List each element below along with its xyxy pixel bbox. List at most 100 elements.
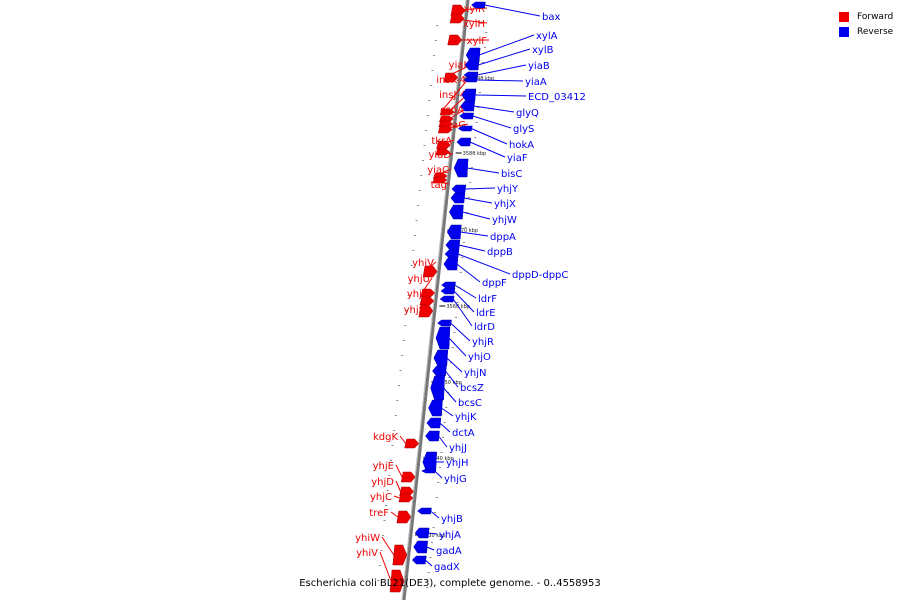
reverse-gene-block — [453, 158, 469, 178]
reverse-gene-block — [428, 399, 443, 417]
reverse-gene-label: ldrF — [478, 294, 497, 305]
reverse-gene-leader — [472, 115, 512, 129]
reverse-gene-label: bcsC — [458, 398, 482, 409]
forward-gene-label: kdgK — [373, 432, 398, 443]
reverse-gene-leader — [434, 470, 443, 479]
axis-dot — [425, 130, 428, 131]
axis-dot — [388, 475, 391, 476]
forward-gene-label: yhjS — [404, 305, 425, 316]
reverse-gene-label: bcsZ — [460, 383, 484, 394]
axis-dot — [393, 430, 396, 431]
reverse-gene-label: glyS — [513, 124, 534, 135]
axis-dot — [386, 490, 389, 491]
forward-gene-block — [432, 176, 448, 184]
reverse-gene-label: yiaF — [507, 153, 528, 164]
reverse-gene-block — [437, 319, 452, 327]
tick-label: 3540 kbp — [430, 456, 454, 462]
reverse-gene-leader — [467, 167, 500, 174]
forward-gene-leader — [381, 536, 395, 556]
reverse-gene-block — [439, 295, 455, 303]
axis-dot — [404, 325, 407, 326]
forward-gene-label: insJ-4 — [439, 90, 466, 101]
axis-dot — [417, 205, 420, 206]
axis-dot — [431, 70, 434, 71]
reverse-gene-leader — [450, 322, 471, 342]
axis-dot — [381, 535, 384, 536]
reverse-gene-label: hokA — [509, 140, 534, 151]
reverse-gene-block — [451, 184, 467, 194]
reverse-gene-block — [421, 468, 437, 474]
axis-dot — [420, 175, 423, 176]
forward-gene-label: yhjE — [373, 461, 394, 472]
forward-gene-block — [396, 510, 412, 524]
axis-dot — [480, 77, 483, 78]
axis-dot — [428, 100, 431, 101]
reverse-gene-leader — [454, 284, 477, 299]
reverse-gene-block — [432, 365, 447, 377]
reverse-gene-leader — [462, 211, 491, 220]
forward-gene-leader — [395, 480, 402, 492]
axis-dot — [426, 115, 429, 116]
axis-dot — [380, 550, 383, 551]
reverse-gene-label: yhjX — [494, 199, 516, 210]
axis-dot — [456, 302, 459, 303]
genome-caption: Escherichia coli BL21(DE3), complete gen… — [299, 578, 601, 589]
reverse-gene-block — [440, 287, 456, 295]
axis-dot — [485, 32, 488, 33]
axis-dot — [385, 505, 388, 506]
axis-dot — [415, 220, 418, 221]
reverse-gene-block — [441, 281, 456, 289]
reverse-gene-leader — [430, 510, 440, 519]
reverse-gene-label: yhjA — [439, 530, 461, 541]
forward-gene-block — [418, 304, 434, 318]
axis-dot — [405, 310, 408, 311]
reverse-gene-leader — [463, 197, 493, 204]
reverse-gene-label: yhjK — [455, 412, 477, 423]
tick-label: 3530 kbp — [422, 533, 446, 539]
axis-dot — [454, 317, 457, 318]
reverse-gene-leader — [443, 387, 457, 403]
reverse-gene-block — [433, 349, 449, 367]
axis-dot — [396, 400, 399, 401]
forward-gene-label: yhjU — [408, 274, 430, 285]
axis-dot — [482, 62, 485, 63]
forward-gene-label: cspA — [440, 105, 464, 116]
genome-axis-shade — [401, 0, 467, 600]
forward-gene-block — [398, 493, 414, 503]
forward-gene-label: yhjC — [370, 492, 392, 503]
forward-gene-leader — [450, 18, 488, 24]
reverse-gene-leader — [426, 546, 435, 551]
forward-gene-label: insK-4 — [436, 75, 466, 86]
reverse-gene-label: yhjW — [492, 215, 517, 226]
reverse-gene-leader — [464, 187, 496, 190]
axis-dot — [383, 520, 386, 521]
reverse-gene-leader — [477, 48, 531, 66]
axis-dot — [462, 242, 465, 243]
axis-dot — [409, 280, 412, 281]
forward-gene-label: yhiW — [355, 533, 380, 544]
axis-dot — [445, 407, 448, 408]
axis-dot — [429, 85, 432, 86]
forward-gene-leader — [390, 511, 399, 518]
forward-gene-leader — [420, 292, 431, 302]
reverse-gene-label: ECD_03412 — [528, 92, 586, 103]
forward-gene-label: xylR — [463, 4, 485, 15]
axis-dot — [432, 527, 435, 528]
reverse-gene-leader — [476, 64, 527, 76]
axis-dot — [478, 92, 481, 93]
forward-gene-label: yhjV — [412, 258, 434, 269]
axis-dot — [436, 25, 439, 26]
axis-dot — [483, 47, 486, 48]
reverse-gene-block — [414, 527, 430, 539]
reverse-gene-block — [443, 257, 459, 271]
axis-dot — [413, 235, 416, 236]
tick-label: 3550 kbp — [438, 380, 462, 386]
reverse-gene-label: ldrE — [476, 308, 496, 319]
reverse-gene-leader — [438, 435, 448, 448]
forward-gene-label: tkrA — [431, 136, 452, 147]
reverse-gene-label: yhjN — [464, 368, 487, 379]
reverse-gene-leader — [456, 263, 481, 283]
reverse-gene-leader — [471, 128, 508, 145]
forward-gene-block — [449, 13, 465, 24]
forward-gene-leader — [399, 435, 407, 444]
